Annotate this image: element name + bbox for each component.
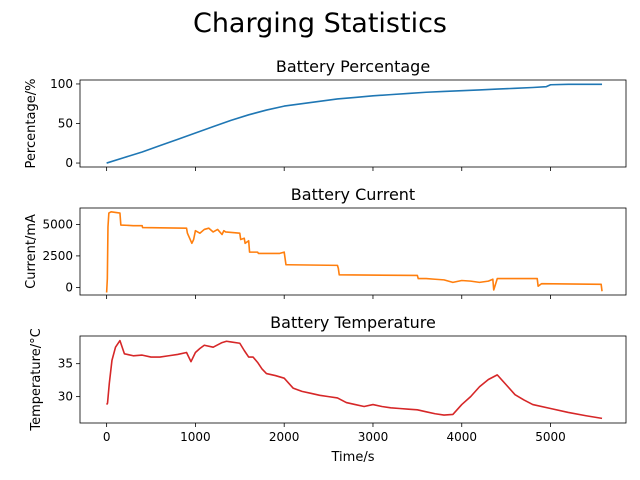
y-tick-label: 35 — [58, 357, 73, 371]
y-axis-label-current: Current/mA — [24, 214, 39, 289]
series-line-current — [105, 210, 603, 293]
axes-frame-percentage — [79, 79, 627, 168]
panel-percentage: Battery Percentage 0 50 100 Percentage/% — [24, 57, 627, 171]
x-tick-label: 1000 — [180, 430, 211, 444]
figure-title: Charging Statistics — [193, 8, 447, 39]
panel-title-temperature: Battery Temperature — [270, 313, 436, 332]
y-tick-label: 30 — [58, 390, 73, 404]
series-line-percentage — [106, 83, 603, 164]
y-tick-label: 50 — [58, 117, 73, 131]
panel-temperature: Battery Temperature 0 1000 2000 3000 4000 5000… — [29, 313, 627, 465]
x-tick-label: 5000 — [535, 430, 566, 444]
y-tick-label: 0 — [65, 156, 73, 170]
axes-frame-temperature — [79, 335, 627, 424]
y-tick-label: 0 — [65, 280, 73, 294]
y-tick-label: 100 — [50, 77, 73, 91]
x-tick-label: 0 — [103, 430, 111, 444]
x-axis-label: Time/s — [331, 450, 375, 465]
axes-frame-current — [79, 207, 627, 296]
y-tick-label: 5000 — [42, 217, 73, 231]
y-axis-label-percentage: Percentage/% — [24, 79, 39, 169]
panel-title-current: Battery Current — [291, 185, 415, 204]
y-tick-label: 2500 — [42, 249, 73, 263]
x-tick-label: 2000 — [269, 430, 300, 444]
y-axis-label-temperature: Temperature/°C — [29, 328, 44, 431]
series-line-temperature — [105, 339, 603, 420]
x-tick-label: 4000 — [446, 430, 477, 444]
x-tick-label: 3000 — [358, 430, 389, 444]
panel-title-percentage: Battery Percentage — [276, 57, 430, 76]
